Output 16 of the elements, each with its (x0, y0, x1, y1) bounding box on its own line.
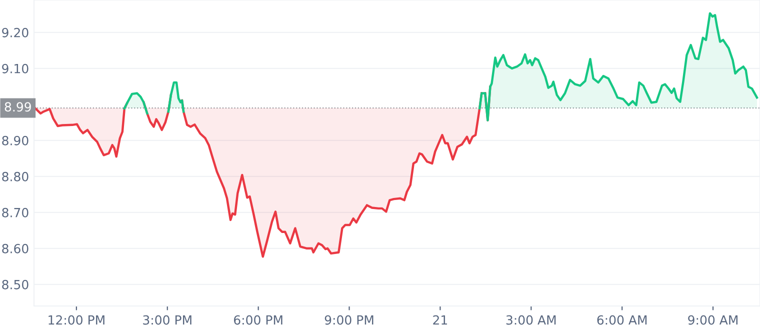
x-tick-label: 9:00 AM (688, 315, 738, 325)
x-tick-label: 9:00 PM (324, 315, 374, 325)
y-tick-label: 8.90 (2, 136, 28, 146)
y-tick-label: 8.60 (2, 244, 28, 254)
x-tick-label: 6:00 PM (234, 315, 282, 325)
y-tick-label: 8.80 (2, 172, 28, 182)
y-tick-label: 9.20 (2, 28, 28, 38)
x-tick-label: 21 (433, 315, 447, 325)
x-tick-label: 6:00 AM (597, 315, 647, 325)
x-tick-label: 3:00 AM (506, 315, 556, 325)
x-tick-label: 3:00 PM (143, 315, 192, 325)
ref-line-label: 8.99 (4, 102, 31, 112)
y-tick-label: 9.10 (2, 64, 28, 74)
y-tick-label: 8.50 (2, 280, 28, 290)
x-tick-label: 12:00 PM (48, 315, 104, 325)
y-tick-label: 8.70 (2, 208, 28, 218)
